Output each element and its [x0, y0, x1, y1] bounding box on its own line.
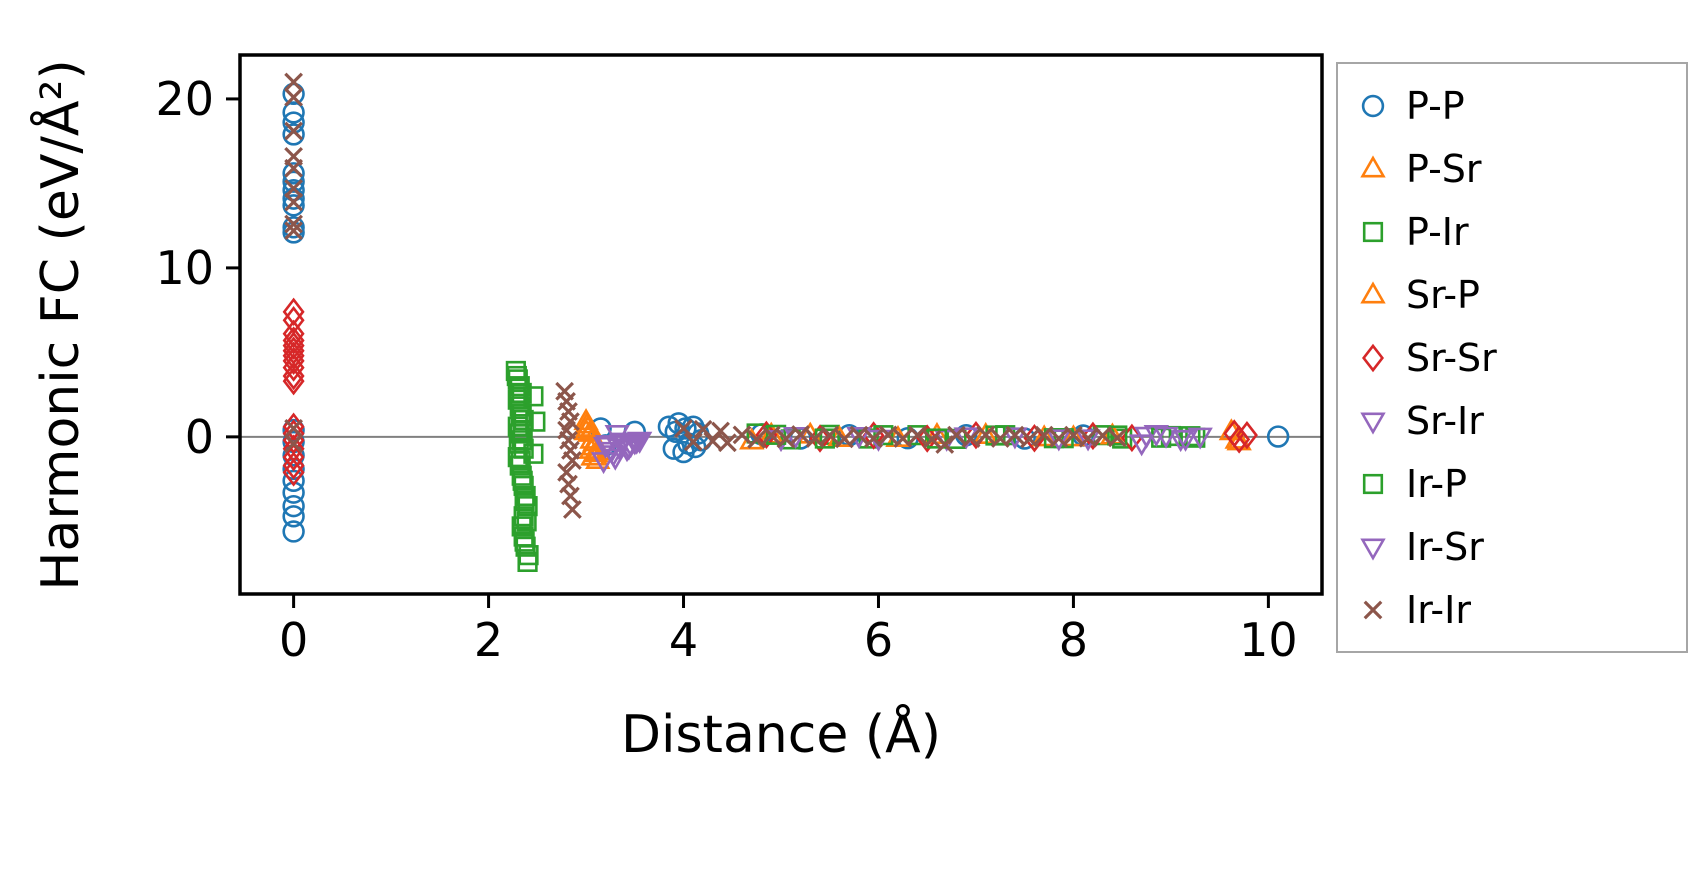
legend-item-Sr-Ir: Sr-Ir	[1350, 389, 1680, 452]
legend-marker-triangle-down-icon	[1360, 538, 1386, 561]
legend-item-Sr-Sr: Sr-Sr	[1350, 326, 1680, 389]
legend-label: Sr-P	[1406, 272, 1480, 317]
x-axis-label: Distance (Å)	[621, 703, 941, 765]
legend-item-P-Sr: P-Sr	[1350, 137, 1680, 200]
series-Ir-Ir	[284, 72, 1127, 519]
legend-label: Ir-Ir	[1406, 587, 1471, 632]
x-tick-label: 2	[474, 613, 503, 667]
x-tick-label: 4	[669, 613, 698, 667]
legend-marker-square-icon	[1362, 473, 1384, 494]
legend-item-Ir-Sr: Ir-Sr	[1350, 515, 1680, 578]
legend-label: P-Ir	[1406, 209, 1469, 254]
tick-labels-layer: 0 2 4 6 8 10 0 10 20	[155, 72, 1297, 667]
legend-item-P-Ir: P-Ir	[1350, 200, 1680, 263]
x-tick-label: 10	[1239, 613, 1298, 667]
y-axis-label: Harmonic FC (eV/Å²)	[29, 59, 91, 590]
legend-box: P-P P-Sr P-Ir Sr-P Sr-Sr Sr-Ir Ir-P Ir-Sr Ir-Ir	[1336, 62, 1688, 653]
legend-marker-triangle-down-icon	[1360, 412, 1386, 435]
series-P-Ir	[505, 360, 1206, 572]
axes-layer	[226, 53, 1324, 608]
legend-label: Sr-Sr	[1406, 335, 1497, 380]
legend-item-Sr-P: Sr-P	[1350, 263, 1680, 326]
legend-label: P-Sr	[1406, 146, 1482, 191]
legend-marker-triangle-up-icon	[1360, 280, 1386, 303]
series-Sr-Sr	[282, 297, 1258, 487]
legend-item-Ir-Ir: Ir-Ir	[1350, 578, 1680, 641]
series-P-P	[282, 82, 1290, 543]
legend-item-Ir-P: Ir-P	[1350, 452, 1680, 515]
x-tick-label: 8	[1059, 613, 1088, 667]
legend-label: P-P	[1406, 83, 1465, 128]
y-tick-label: 0	[185, 410, 214, 464]
series-Ir-P	[506, 365, 1201, 566]
legend-label: Ir-Sr	[1406, 524, 1484, 569]
y-tick-label: 10	[155, 241, 214, 295]
x-tick-label: 6	[864, 613, 893, 667]
legend-marker-circle-icon	[1361, 94, 1385, 117]
legend-marker-square-icon	[1362, 221, 1384, 242]
legend-marker-x-icon	[1363, 600, 1383, 619]
y-tick-label: 20	[155, 72, 214, 126]
legend-marker-triangle-up-icon	[1360, 154, 1386, 177]
data-points-layer	[282, 72, 1290, 572]
legend-item-P-P: P-P	[1350, 74, 1680, 137]
legend-marker-diamond-icon	[1362, 343, 1384, 372]
x-tick-label: 0	[279, 613, 308, 667]
legend-label: Ir-P	[1406, 461, 1468, 506]
legend-label: Sr-Ir	[1406, 398, 1484, 443]
